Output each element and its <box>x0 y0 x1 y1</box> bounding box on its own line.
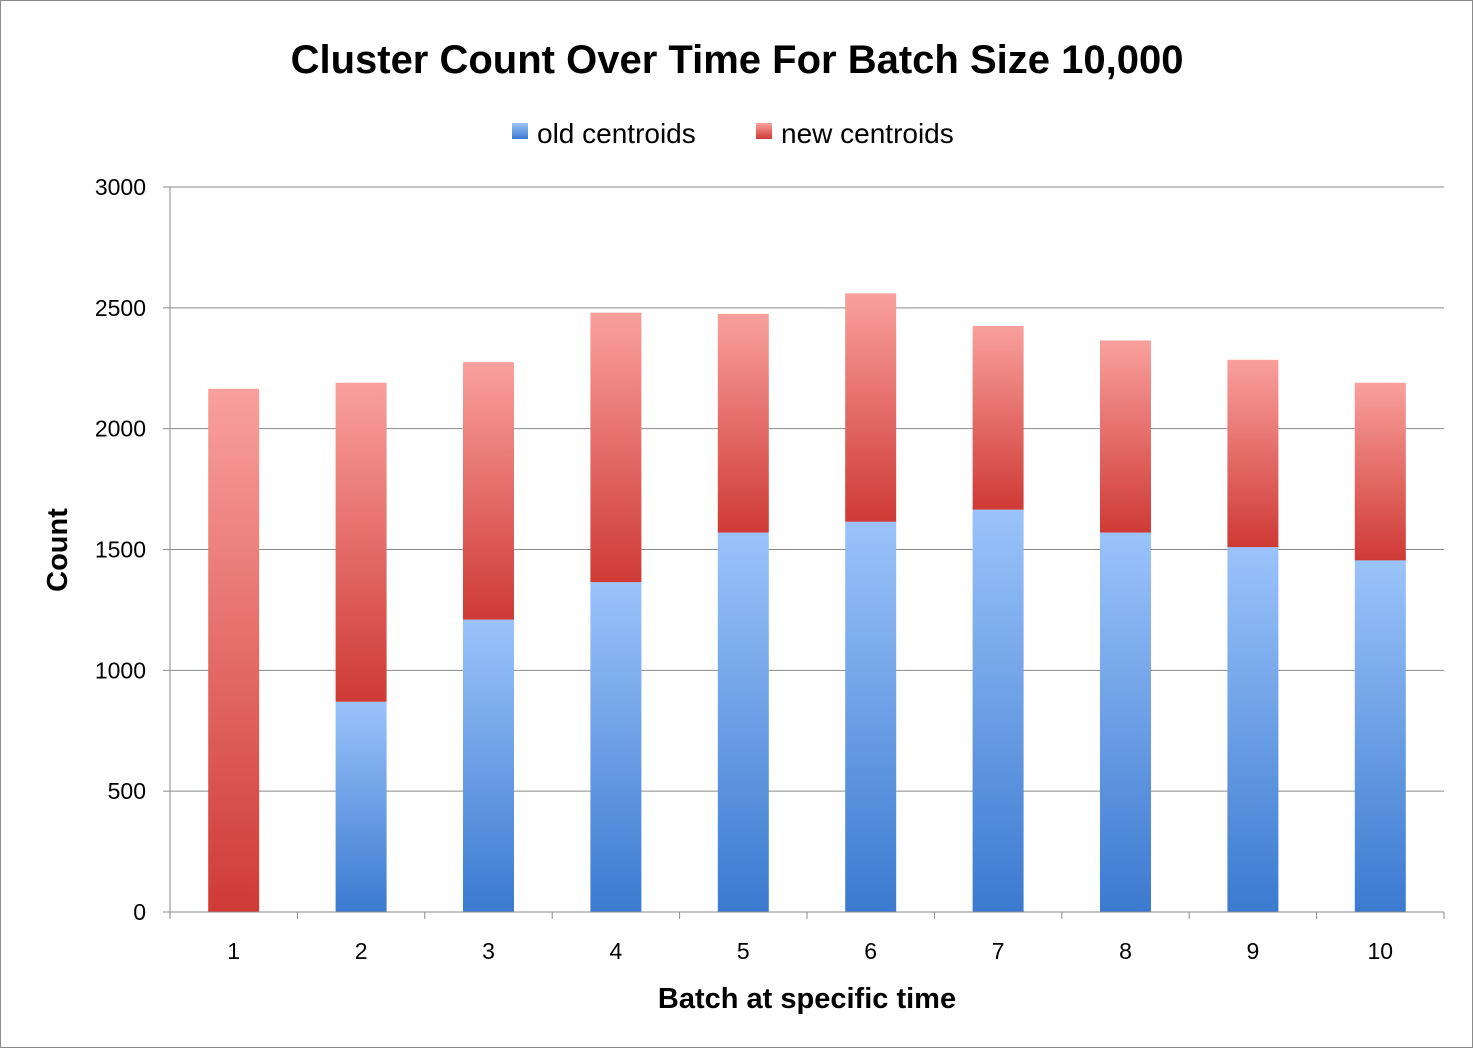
axes <box>163 186 1445 919</box>
y-tick-label: 1000 <box>95 657 146 683</box>
legend-swatch-new-centroids <box>756 123 772 139</box>
y-tick-label: 2500 <box>95 295 146 321</box>
legend-swatch-old-centroids <box>512 123 528 139</box>
y-tick-label: 2000 <box>95 416 146 442</box>
y-tick-label: 0 <box>133 899 146 925</box>
x-tick-label: 6 <box>864 938 877 964</box>
old-centroids-bar <box>590 582 642 912</box>
bars <box>208 293 1406 913</box>
legend-label-new-centroids: new centroids <box>781 118 954 149</box>
x-tick-label: 3 <box>482 938 495 964</box>
y-axis-title: Count <box>42 508 74 592</box>
x-tick-label: 8 <box>1119 938 1132 964</box>
legend: old centroids new centroids <box>512 118 954 149</box>
new-centroids-bar <box>590 312 642 583</box>
chart-title: Cluster Count Over Time For Batch Size 1… <box>291 38 1184 82</box>
x-tick-label: 1 <box>227 938 240 964</box>
y-tick-label: 1500 <box>95 537 146 563</box>
x-axis-title: Batch at specific time <box>658 983 956 1015</box>
x-tick-label: 5 <box>737 938 750 964</box>
x-tick-label: 2 <box>355 938 368 964</box>
x-tick-labels: 1 2 3 4 5 6 7 8 9 10 <box>227 938 1393 964</box>
old-centroids-bar <box>717 532 769 912</box>
new-centroids-bar <box>972 325 1024 510</box>
x-tick-label: 9 <box>1247 938 1260 964</box>
x-tick-label: 4 <box>610 938 623 964</box>
old-centroids-bar <box>335 701 387 912</box>
new-centroids-bar <box>1100 340 1151 533</box>
y-tick-labels: 0 500 1000 1500 2000 2500 3000 <box>95 174 146 925</box>
new-centroids-bar <box>717 313 769 533</box>
old-centroids-bar <box>463 619 514 912</box>
old-centroids-bar <box>1354 560 1406 912</box>
new-centroids-bar <box>1354 382 1406 561</box>
old-centroids-bar <box>845 521 897 912</box>
x-tick-label: 7 <box>992 938 1005 964</box>
old-centroids-bar <box>1227 547 1279 912</box>
legend-label-old-centroids: old centroids <box>537 118 696 149</box>
new-centroids-bar <box>208 388 260 913</box>
y-tick-label: 3000 <box>95 174 146 200</box>
new-centroids-bar <box>463 362 514 620</box>
new-centroids-bar <box>1227 359 1279 548</box>
x-tick-label: 10 <box>1368 938 1394 964</box>
new-centroids-bar <box>845 293 897 522</box>
old-centroids-bar <box>1100 532 1151 912</box>
old-centroids-bar <box>972 509 1024 912</box>
new-centroids-bar <box>335 382 387 702</box>
y-tick-label: 500 <box>108 778 146 804</box>
